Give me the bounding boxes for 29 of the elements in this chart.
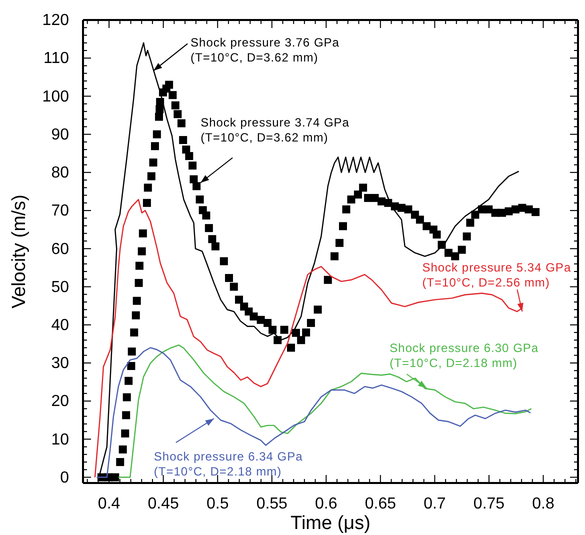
x-tick-label: 0.45 [148, 495, 179, 512]
y-tick-label: 90 [51, 126, 70, 144]
x-tick-label: 0.4 [98, 495, 120, 512]
y-tick-label: 110 [43, 50, 70, 68]
y-tick-label: 20 [51, 393, 70, 410]
annotation: Shock pressure 6.34 GPa (T=10°C, D=2.18 mm) [154, 450, 303, 479]
y-tick-label: 50 [51, 278, 70, 296]
x-tick-label: 0.75 [473, 495, 505, 512]
x-axis-title: Time (μs) [290, 513, 370, 534]
y-tick-label: 40 [51, 316, 70, 334]
x-tick-label: 0.55 [256, 495, 288, 512]
x-tick-label: 0.6 [315, 495, 338, 512]
annotation: Shock pressure 3.76 GPa (T=10°C, D=3.62 mm) [190, 36, 340, 65]
y-axis-title: Velocity (m/s) [9, 194, 30, 309]
annotation: Shock pressure 6.30 GPa (T=10°C, D=2.18 mm) [390, 341, 539, 370]
y-tick-label: 0 [60, 469, 70, 486]
y-tick-label: 10 [51, 431, 70, 448]
x-tick-label: 0.5 [206, 495, 229, 512]
x-tick-label: 0.65 [364, 495, 396, 512]
annotation: Shock pressure 3.74 GPa (T=10°C, D=3.62 mm) [200, 116, 350, 145]
y-tick-label: 120 [42, 12, 70, 30]
y-tick-label: 80 [51, 164, 70, 182]
y-tick-label: 100 [42, 88, 70, 106]
y-tick-label: 30 [51, 355, 70, 372]
x-tick-label: 0.7 [424, 495, 446, 512]
y-tick-label: 60 [51, 240, 70, 258]
annotation: Shock pressure 5.34 GPa (T=10°C, D=2.56 mm) [422, 260, 572, 290]
y-tick-label: 70 [51, 202, 70, 220]
x-tick-label: 0.8 [532, 495, 554, 512]
